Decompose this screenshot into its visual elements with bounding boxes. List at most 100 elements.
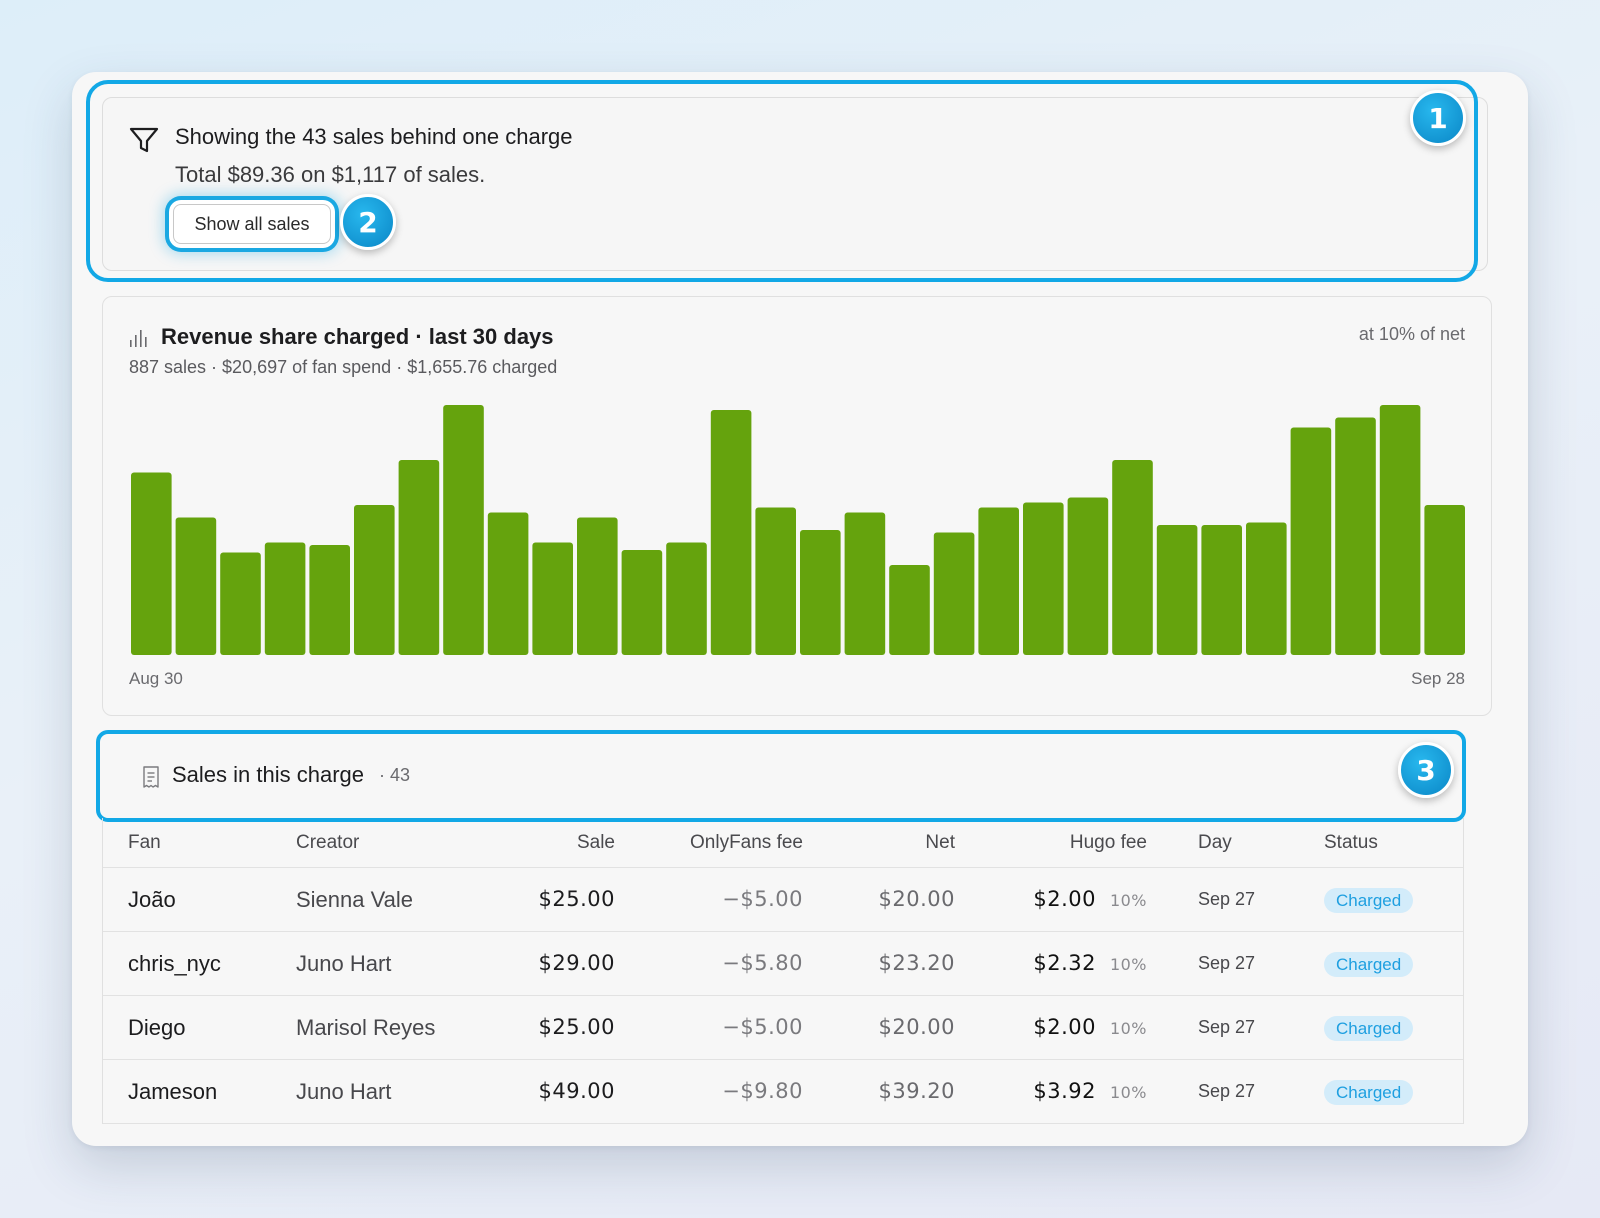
- callout-badge-1: 1: [1410, 90, 1466, 146]
- filter-title: Showing the 43 sales behind one charge: [175, 124, 573, 149]
- chart-bar[interactable]: [800, 530, 841, 655]
- fan-name: Jameson: [128, 1079, 218, 1104]
- hugo-fee-rate: 10%: [1109, 1019, 1147, 1038]
- sale-amount: $25.00: [538, 1015, 615, 1039]
- chart-bar[interactable]: [354, 505, 395, 655]
- sale-day: Sep 27: [1198, 889, 1256, 909]
- chart-bar[interactable]: [1379, 405, 1421, 655]
- chart-bar[interactable]: [1156, 525, 1198, 655]
- chart-bar[interactable]: [933, 532, 975, 656]
- hugo-fee-rate: 10%: [1109, 891, 1147, 910]
- x-axis-start-label: Aug 30: [129, 669, 183, 688]
- chart-bar[interactable]: [175, 517, 217, 656]
- table-header: Fan Creator Sale OnlyFans fee Net Hugo f…: [103, 818, 1463, 868]
- chart-bar[interactable]: [532, 542, 573, 656]
- sale-amount: $29.00: [538, 951, 615, 975]
- column-header-sale[interactable]: Sale: [576, 832, 615, 853]
- column-header-status[interactable]: Status: [1324, 832, 1378, 853]
- chart-bar[interactable]: [1067, 497, 1109, 656]
- revenue-chart-card: Revenue share charged · last 30 days 887…: [102, 296, 1492, 716]
- callout-badge-3: 3: [1398, 742, 1454, 798]
- net-amount: $23.20: [878, 951, 955, 975]
- chart-bar[interactable]: [443, 405, 484, 655]
- chart-bar[interactable]: [1112, 460, 1153, 655]
- net-amount: $20.00: [878, 1015, 955, 1039]
- bar-chart-icon: [130, 330, 147, 347]
- sales-section-title: Sales in this charge: [172, 762, 364, 787]
- net-amount: $20.00: [878, 887, 955, 911]
- creator-name: Juno Hart: [296, 1079, 392, 1104]
- chart-bar[interactable]: [1424, 505, 1465, 655]
- revenue-bar-chart: [131, 405, 1465, 656]
- fan-name: João: [128, 887, 176, 912]
- hugo-fee: $2.00: [1033, 1015, 1096, 1039]
- table-row[interactable]: João Sienna Vale $25.00 −$5.00 $20.00 $2…: [103, 868, 1463, 932]
- sale-amount: $49.00: [538, 1079, 615, 1103]
- chart-bar[interactable]: [710, 410, 752, 655]
- column-header-hugo-fee[interactable]: Hugo fee: [1069, 832, 1147, 853]
- chart-bar[interactable]: [398, 460, 440, 655]
- chart-summary: 887 sales · $20,697 of fan spend · $1,65…: [129, 357, 558, 377]
- onlyfans-fee: −$9.80: [722, 1079, 803, 1103]
- table-row[interactable]: Jameson Juno Hart $49.00 −$9.80 $39.20 $…: [103, 1060, 1463, 1124]
- column-header-day[interactable]: Day: [1198, 832, 1232, 853]
- chart-bar[interactable]: [487, 512, 529, 656]
- fan-name: Diego: [128, 1015, 186, 1040]
- x-axis-end-label: Sep 28: [1411, 669, 1465, 688]
- creator-name: Juno Hart: [296, 951, 392, 976]
- onlyfans-fee: −$5.00: [722, 1015, 803, 1039]
- chart-bar[interactable]: [889, 565, 930, 655]
- chart-bar[interactable]: [1201, 525, 1242, 655]
- column-header-net[interactable]: Net: [925, 832, 955, 853]
- sales-count: · 43: [379, 765, 411, 785]
- chart-bar[interactable]: [844, 512, 886, 656]
- fan-name: chris_nyc: [128, 951, 221, 976]
- table-row[interactable]: chris_nyc Juno Hart $29.00 −$5.80 $23.20…: [103, 932, 1463, 996]
- sales-table: Fan Creator Sale OnlyFans fee Net Hugo f…: [102, 818, 1464, 1124]
- hugo-fee: $3.92: [1033, 1079, 1096, 1103]
- net-amount: $39.20: [878, 1079, 955, 1103]
- sale-day: Sep 27: [1198, 1017, 1256, 1037]
- status-badge: Charged: [1324, 1016, 1414, 1041]
- chart-rate-note: at 10% of net: [1358, 324, 1465, 344]
- chart-bar[interactable]: [1023, 502, 1064, 656]
- column-header-creator[interactable]: Creator: [296, 832, 360, 853]
- filter-banner: Showing the 43 sales behind one charge T…: [102, 97, 1488, 271]
- chart-bar[interactable]: [131, 472, 172, 656]
- onlyfans-fee: −$5.00: [722, 887, 803, 911]
- hugo-fee: $2.00: [1033, 887, 1096, 911]
- chart-bar[interactable]: [577, 517, 618, 656]
- hugo-fee-rate: 10%: [1109, 955, 1147, 974]
- table-row[interactable]: Diego Marisol Reyes $25.00 −$5.00 $20.00…: [103, 996, 1463, 1060]
- filter-icon: [129, 127, 159, 153]
- app-window: Showing the 43 sales behind one charge T…: [72, 72, 1528, 1146]
- chart-bar[interactable]: [621, 550, 663, 655]
- sale-day: Sep 27: [1198, 1081, 1256, 1101]
- status-badge: Charged: [1324, 888, 1414, 913]
- chart-bar[interactable]: [1290, 427, 1332, 656]
- receipt-icon: [143, 766, 159, 788]
- chart-bar[interactable]: [978, 507, 1019, 656]
- onlyfans-fee: −$5.80: [722, 951, 803, 975]
- creator-name: Marisol Reyes: [296, 1015, 436, 1040]
- show-all-sales-button[interactable]: Show all sales: [173, 204, 331, 244]
- column-header-onlyfans-fee[interactable]: OnlyFans fee: [690, 832, 803, 853]
- chart-bar[interactable]: [1246, 522, 1287, 656]
- chart-bar[interactable]: [309, 545, 350, 655]
- chart-title: Revenue share charged · last 30 days: [161, 324, 554, 349]
- creator-name: Sienna Vale: [296, 887, 414, 912]
- chart-bar[interactable]: [264, 542, 306, 656]
- chart-bar[interactable]: [220, 552, 261, 656]
- filter-summary: Total $89.36 on $1,117 of sales.: [175, 162, 486, 187]
- callout-badge-2: 2: [340, 194, 396, 250]
- hugo-fee-rate: 10%: [1109, 1083, 1147, 1102]
- chart-bar[interactable]: [755, 507, 796, 656]
- hugo-fee: $2.32: [1033, 951, 1096, 975]
- sale-day: Sep 27: [1198, 953, 1256, 973]
- column-header-fan[interactable]: Fan: [128, 832, 161, 853]
- status-badge: Charged: [1324, 1080, 1414, 1105]
- chart-bar[interactable]: [1335, 417, 1376, 656]
- sale-amount: $25.00: [538, 887, 615, 911]
- chart-bar[interactable]: [666, 542, 707, 656]
- status-badge: Charged: [1324, 952, 1414, 977]
